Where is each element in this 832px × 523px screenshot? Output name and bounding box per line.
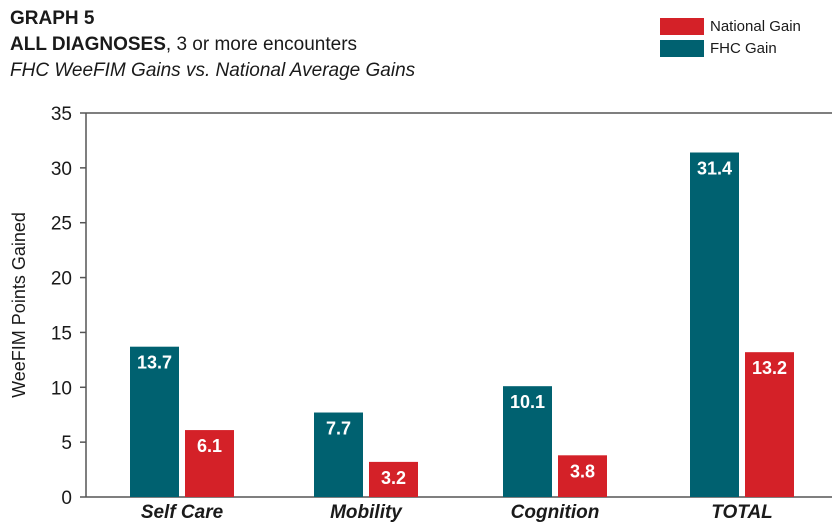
bar-national bbox=[745, 352, 794, 497]
bar-value-label: 7.7 bbox=[326, 419, 351, 439]
category-label: TOTAL bbox=[711, 502, 773, 523]
y-tick-label: 15 bbox=[51, 323, 72, 344]
bars: 13.7 6.1 7.7 3.2 10.1 3.8 31.4 13.2 bbox=[130, 152, 794, 498]
category-label: Mobility bbox=[330, 502, 403, 523]
chart-subtitle: ALL DIAGNOSES, 3 or more encounters bbox=[10, 32, 415, 58]
graph-label: GRAPH 5 bbox=[10, 8, 95, 29]
bar-national bbox=[369, 461, 418, 497]
category-label: Self Care bbox=[141, 502, 224, 523]
chart-caption: FHC WeeFIM Gains vs. National Average Ga… bbox=[10, 60, 416, 81]
y-ticks: 0 5 10 15 20 25 30 35 bbox=[51, 104, 86, 509]
bar-value-label: 10.1 bbox=[510, 392, 545, 412]
category-label: Cognition bbox=[511, 502, 600, 523]
legend-label-national: National Gain bbox=[710, 17, 801, 35]
y-tick-label: 0 bbox=[61, 488, 72, 509]
bar-fhc bbox=[314, 412, 363, 497]
y-axis-label: WeeFIM Points Gained bbox=[9, 212, 29, 398]
y-tick-label: 25 bbox=[51, 214, 72, 235]
legend-swatch-fhc bbox=[660, 39, 704, 57]
y-tick-label: 10 bbox=[51, 378, 72, 399]
bar-fhc bbox=[503, 386, 552, 497]
bar-value-label: 6.1 bbox=[197, 436, 222, 456]
y-tick-label: 5 bbox=[61, 433, 72, 454]
bar-fhc bbox=[130, 346, 179, 497]
chart-header: GRAPH 5 ALL DIAGNOSES, 3 or more encount… bbox=[10, 6, 415, 84]
y-tick-label: 20 bbox=[51, 269, 72, 290]
bar-value-label: 31.4 bbox=[697, 158, 732, 178]
legend-swatch-national bbox=[660, 17, 704, 35]
subtitle-bold: ALL DIAGNOSES bbox=[10, 34, 166, 55]
bar-national bbox=[558, 455, 607, 497]
category-labels: Self Care Mobility Cognition TOTAL bbox=[141, 502, 773, 523]
bar-value-label: 3.2 bbox=[381, 468, 406, 488]
bar-value-label: 3.8 bbox=[570, 461, 595, 481]
bar-fhc bbox=[690, 152, 739, 498]
y-tick-label: 35 bbox=[51, 104, 72, 125]
bar-value-label: 13.7 bbox=[137, 353, 172, 373]
legend-item-national: National Gain bbox=[660, 16, 801, 36]
bar-value-label: 13.2 bbox=[752, 358, 787, 378]
legend-label-fhc: FHC Gain bbox=[710, 39, 777, 57]
legend-item-fhc: FHC Gain bbox=[660, 38, 801, 58]
bar-national bbox=[185, 430, 234, 497]
subtitle-rest: , 3 or more encounters bbox=[165, 34, 358, 55]
y-tick-label: 30 bbox=[51, 159, 72, 180]
legend: National Gain FHC Gain bbox=[660, 16, 801, 60]
